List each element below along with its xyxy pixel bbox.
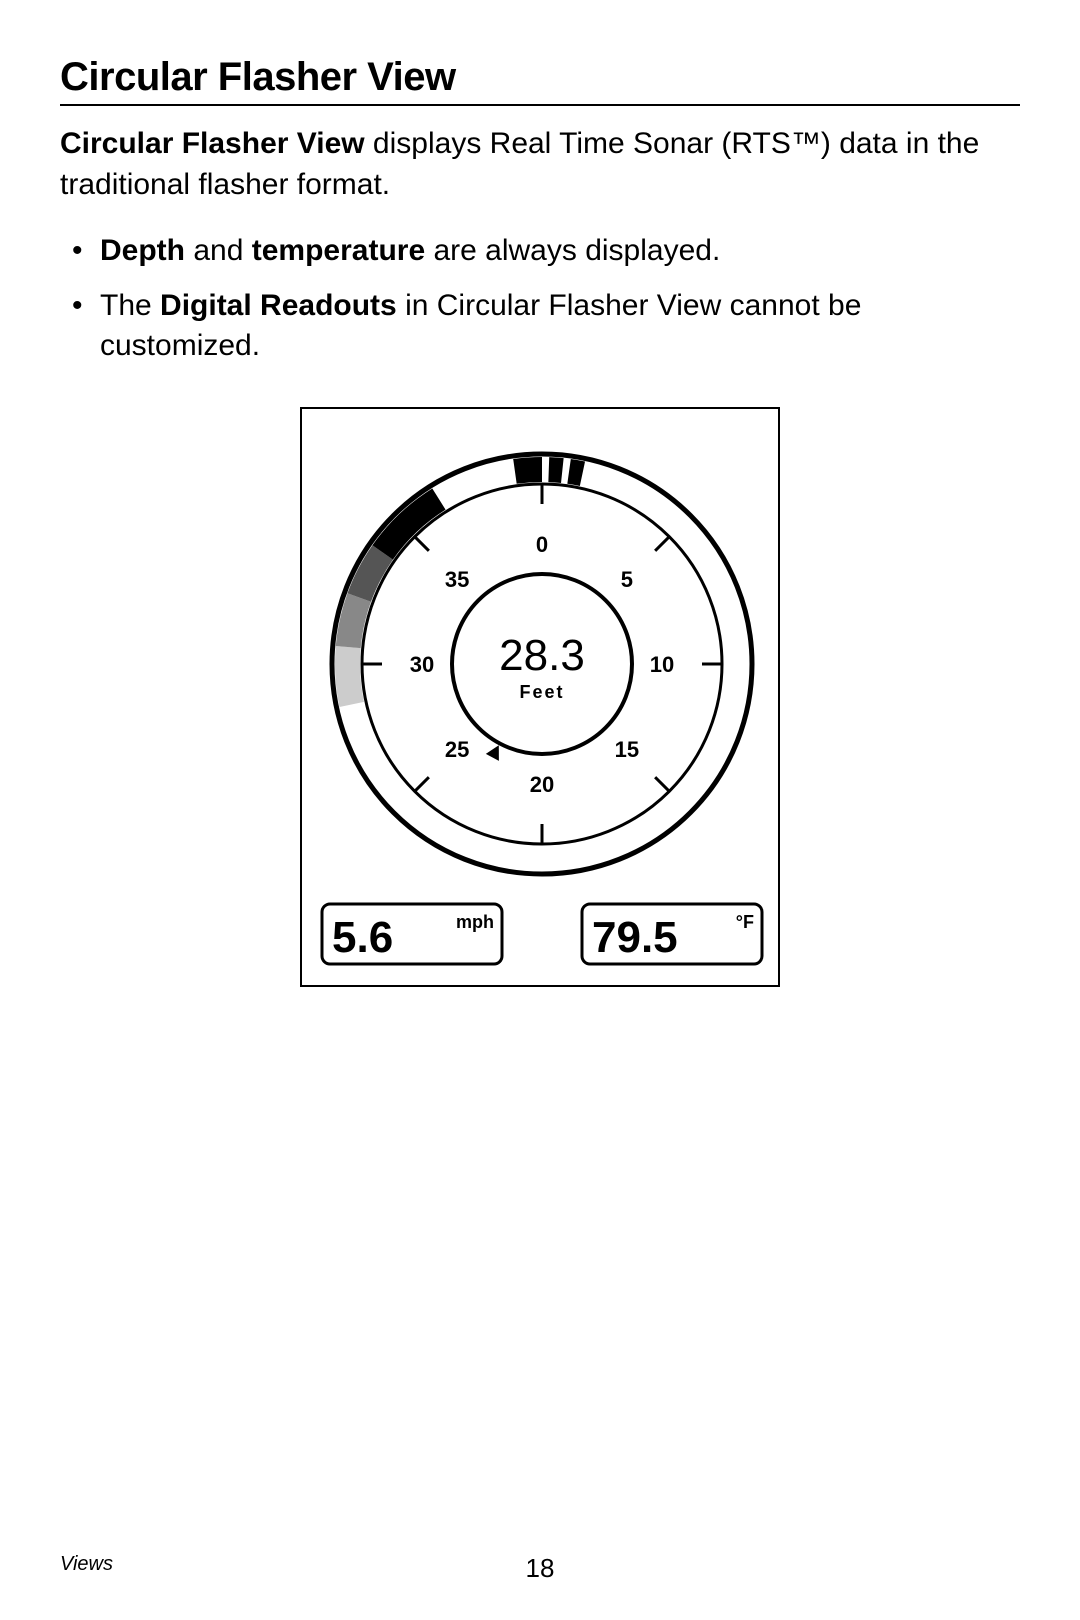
intro-paragraph: Circular Flasher View displays Real Time… [60,124,1020,205]
dial-tick-label: 30 [410,652,434,677]
depth-unit: Feet [519,682,564,702]
dial-tick-label: 15 [615,736,639,761]
bullet-item: The Digital Readouts in Circular Flasher… [100,286,1020,367]
sonar-arc [567,459,585,486]
dial-tick-label: 10 [650,652,674,677]
depth-value: 28.3 [499,631,585,680]
intro-lead: Circular Flasher View [60,127,365,160]
sonar-arc [335,645,364,706]
dial-tick-label: 5 [621,567,633,592]
temp-value: 79.5 [592,913,678,962]
bullet-item: Depth and temperature are always display… [100,231,1020,272]
dial-tick-label: 20 [530,772,554,797]
speed-value: 5.6 [332,913,393,962]
figure-container: 0 5 10 15 20 25 30 35 28.3Feet 5.6 mph 79.5 °F [60,407,1020,987]
sonar-arc [548,457,563,483]
heading-rule [60,104,1020,106]
flasher-figure: 0 5 10 15 20 25 30 35 28.3Feet 5.6 mph 79.5 °F [300,407,780,987]
dial-tick [415,536,429,550]
dial-tick-label: 0 [536,532,548,557]
flasher-svg: 0 5 10 15 20 25 30 35 28.3Feet 5.6 mph 79.5 °F [302,409,782,989]
page-footer: Views 18 [60,1553,1020,1576]
sonar-arc [513,457,542,484]
speed-unit: mph [456,912,494,932]
dial-tick [655,536,669,550]
footer-section: Views [60,1553,113,1576]
depth-pointer-icon [486,745,499,761]
temp-unit: °F [736,912,754,932]
footer-page-number: 18 [526,1553,555,1584]
page-heading: Circular Flasher View [60,55,1020,100]
dial-tick-label: 25 [445,736,469,761]
dial-tick [415,777,429,791]
bullet-list: Depth and temperature are always display… [60,231,1020,367]
dial-tick-label: 35 [445,567,469,592]
dial-tick [655,777,669,791]
